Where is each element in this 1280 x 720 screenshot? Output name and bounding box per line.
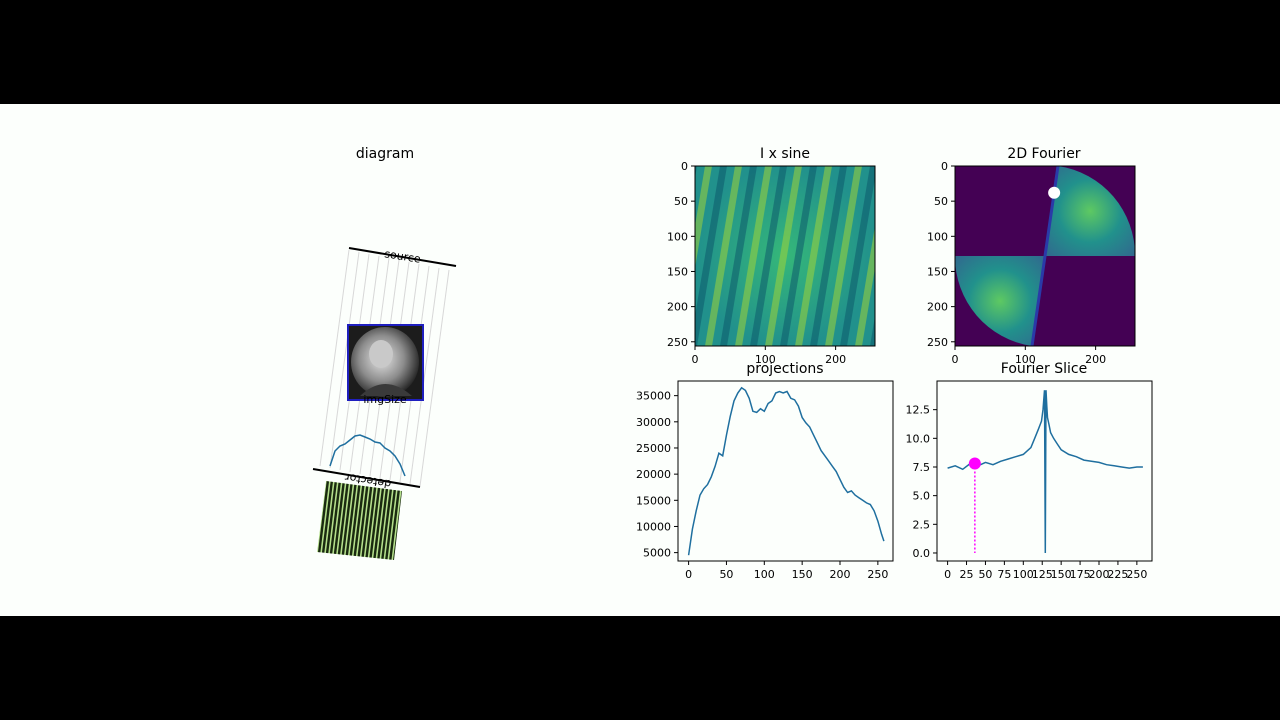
projections-plot: 0 50 100 150 200 250 5000 10000 15000 20000 25000 3… bbox=[636, 386, 888, 581]
fourier2d-ytick-label: 100 bbox=[927, 230, 948, 243]
ixsine-xtick-label: 100 bbox=[755, 353, 776, 366]
fourier2d-image bbox=[955, 166, 1135, 346]
diagram-projection-curve bbox=[329, 434, 406, 477]
fourierslice-xtick-label: 50 bbox=[978, 568, 992, 581]
projections-title: projections bbox=[746, 361, 823, 377]
detector-line bbox=[312, 468, 421, 488]
fourierslice-ytick-label: 7.5 bbox=[913, 461, 931, 474]
ixsine-xtick-label: 0 bbox=[692, 353, 699, 366]
sinogram-strip bbox=[317, 481, 402, 560]
figure-svg: diagram source imgSize detector I x sine bbox=[312, 146, 1153, 581]
portrait-image bbox=[347, 324, 424, 401]
fourier2d-ytick-label: 250 bbox=[927, 336, 948, 349]
fourierslice-title: Fourier Slice bbox=[1001, 361, 1087, 377]
figure-canvas: diagram source imgSize detector I x sine bbox=[0, 104, 1280, 616]
projections-series-line bbox=[687, 386, 885, 556]
fourierslice-ytick-label: 10.0 bbox=[906, 432, 931, 445]
fourier2d-ytick-label: 0 bbox=[941, 160, 948, 173]
projections-ytick-label: 25000 bbox=[636, 442, 671, 455]
fourier2d-frame bbox=[954, 165, 1136, 347]
fourierslice-xtick-label: 250 bbox=[1126, 568, 1147, 581]
fourierslice-xtick-label: 0 bbox=[944, 568, 951, 581]
fourierslice-xtick-label: 100 bbox=[1013, 568, 1034, 581]
fourier2d-ticks: 0 100 200 0 50 100 150 200 250 bbox=[927, 160, 1106, 366]
fourier2d-marker bbox=[1048, 186, 1061, 199]
projections-ytick-label: 10000 bbox=[636, 520, 671, 533]
fourierslice-ytick-label: 5.0 bbox=[913, 490, 931, 503]
fourierslice-ytick-label: 2.5 bbox=[913, 518, 931, 531]
fourier2d-xtick-label: 200 bbox=[1085, 353, 1106, 366]
fourierslice-xtick-label: 175 bbox=[1070, 568, 1091, 581]
fourier2d-xtick-label: 100 bbox=[1015, 353, 1036, 366]
fourierslice-marker bbox=[968, 457, 981, 470]
fourier2d-ytick-label: 200 bbox=[927, 301, 948, 314]
projections-xtick-label: 150 bbox=[792, 568, 813, 581]
projections-xtick-label: 0 bbox=[685, 568, 692, 581]
ixsine-xtick-label: 200 bbox=[825, 353, 846, 366]
fourier2d-ytick-label: 50 bbox=[934, 195, 948, 208]
ixsine-ytick-label: 100 bbox=[667, 230, 688, 243]
source-line bbox=[348, 247, 457, 267]
fourierslice-xtick-label: 225 bbox=[1107, 568, 1128, 581]
fourier2d-ytick-label: 150 bbox=[927, 265, 948, 278]
fourierslice-xtick-label: 150 bbox=[1051, 568, 1072, 581]
fourier2d-title: 2D Fourier bbox=[1007, 146, 1080, 162]
fourierslice-xtick-label: 75 bbox=[997, 568, 1011, 581]
projections-xtick-label: 50 bbox=[719, 568, 733, 581]
fourier2d-xtick-label: 0 bbox=[952, 353, 959, 366]
ixsine-ytick-label: 250 bbox=[667, 336, 688, 349]
projections-ytick-label: 15000 bbox=[636, 494, 671, 507]
projections-ytick-label: 5000 bbox=[643, 547, 671, 560]
imgsize-label: imgSize bbox=[363, 393, 407, 406]
fourierslice-ytick-label: 12.5 bbox=[906, 404, 931, 417]
projections-xtick-label: 100 bbox=[754, 568, 775, 581]
fourierslice-xtick-label: 200 bbox=[1089, 568, 1110, 581]
source-label: source bbox=[383, 247, 421, 266]
projections-ytick-label: 20000 bbox=[636, 468, 671, 481]
fourierslice-series-line bbox=[947, 390, 1143, 554]
projections-ytick-label: 35000 bbox=[636, 390, 671, 403]
ixsine-ytick-label: 50 bbox=[674, 195, 688, 208]
projections-xtick-label: 250 bbox=[867, 568, 888, 581]
ixsine-title: I x sine bbox=[760, 146, 810, 162]
projections-frame bbox=[677, 380, 894, 562]
ixsine-ytick-label: 150 bbox=[667, 265, 688, 278]
projections-xtick-label: 200 bbox=[830, 568, 851, 581]
fourierslice-xtick-label: 125 bbox=[1032, 568, 1053, 581]
ixsine-ytick-label: 0 bbox=[681, 160, 688, 173]
ixsine-ticks: 0 100 200 0 50 100 150 200 250 bbox=[667, 160, 846, 366]
fourierslice-ytick-label: 0.0 bbox=[913, 547, 931, 560]
ixsine-ytick-label: 200 bbox=[667, 301, 688, 314]
projections-ytick-label: 30000 bbox=[636, 416, 671, 429]
ixsine-frame bbox=[694, 165, 876, 347]
diagram-title: diagram bbox=[356, 146, 414, 162]
fourierslice-xtick-label: 25 bbox=[960, 568, 974, 581]
ixsine-image bbox=[695, 166, 875, 346]
